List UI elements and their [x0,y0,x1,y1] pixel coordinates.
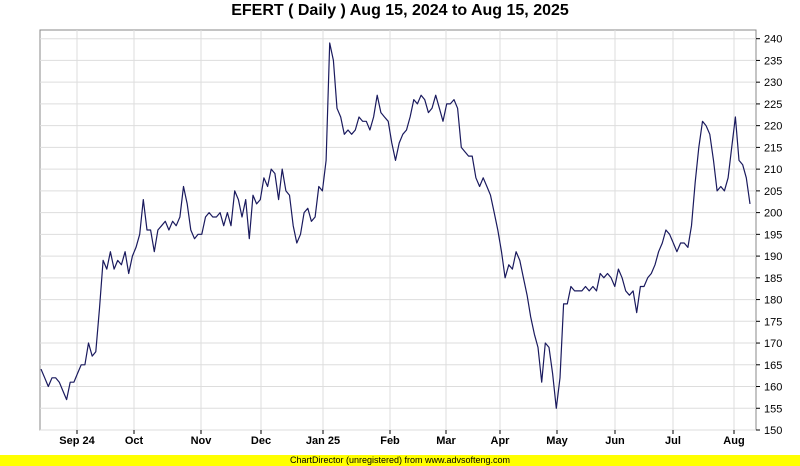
y-tick-label: 230 [764,77,782,89]
x-tick-label: Sep 24 [59,435,95,447]
y-tick-label: 180 [764,295,782,307]
price-line [40,42,751,409]
chart-title: EFERT ( Daily ) Aug 15, 2024 to Aug 15, … [231,2,569,19]
x-tick-label: May [546,435,568,447]
y-tick-label: 205 [764,186,782,198]
series-layer [40,42,751,409]
x-tick-label: Jul [665,435,681,447]
y-tick-label: 190 [764,251,782,263]
plot-area [39,29,757,431]
y-tick-label: 150 [764,425,782,437]
y-tick-label: 225 [764,99,782,111]
footer-bar: ChartDirector (unregistered) from www.ad… [0,455,800,466]
x-tick-label: Feb [380,435,400,447]
x-tick-label: Aug [723,435,744,447]
line-chart: 150 155 160 165 170 175 180 185 190 195 200 205 210 2… [39,29,782,447]
x-tick-label: Apr [491,435,511,447]
x-tick-label: Nov [191,435,213,447]
y-tick-label: 160 [764,382,782,394]
y-tick-label: 220 [764,121,782,133]
x-tick-label: Oct [125,435,144,447]
grid-lines [40,30,756,431]
y-tick-label: 215 [764,142,782,154]
x-tick-label: Jan 25 [306,435,340,447]
y-tick-label: 235 [764,55,782,67]
y-tick-label: 155 [764,403,782,415]
x-tick-label: Jun [605,435,625,447]
y-tick-label: 185 [764,273,782,285]
y-tick-label: 195 [764,229,782,241]
x-tick-label: Mar [436,435,456,447]
x-tick-label: Dec [251,435,271,447]
y-tick-label: 240 [764,34,782,46]
footer-credit: ChartDirector (unregistered) from www.ad… [289,455,511,465]
y-axis: 150 155 160 165 170 175 180 185 190 195 200 205 210 2… [756,34,782,437]
y-tick-label: 200 [764,208,782,220]
y-tick-label: 210 [764,164,782,176]
y-tick-label: 165 [764,360,782,372]
y-tick-label: 170 [764,338,782,350]
y-tick-label: 175 [764,316,782,328]
x-axis: Sep 24 Oct Nov Dec Jan 25 Feb Mar Apr May Jun Jul A… [59,430,745,447]
